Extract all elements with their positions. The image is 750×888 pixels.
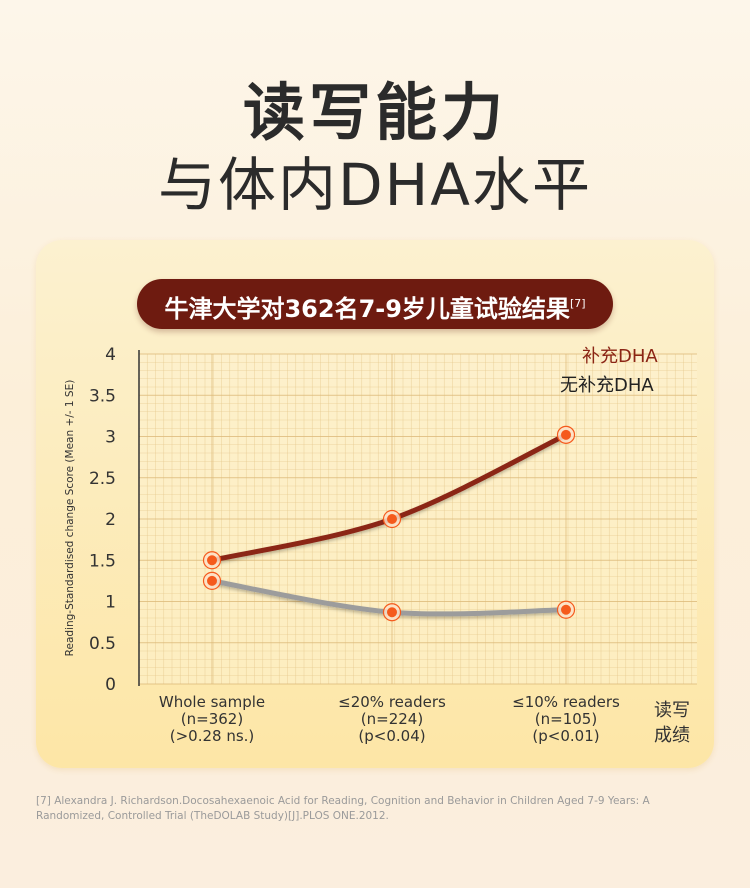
x-axis-title-line: 成绩 <box>654 725 690 746</box>
x-axis-title-line: 读写 <box>654 700 690 721</box>
major-grid <box>139 353 697 685</box>
x-tick-label-line: (n=105) <box>534 710 598 728</box>
y-tick-label: 1.5 <box>89 551 116 571</box>
study-banner: 牛津大学对362名7-9岁儿童试验结果[7] <box>137 279 613 329</box>
y-tick-label: 0 <box>105 675 116 695</box>
data-point <box>561 429 571 440</box>
y-tick-label: 3.5 <box>89 386 116 406</box>
x-tick-label-line: Whole sample <box>158 693 266 711</box>
x-tick-label-line: (>0.28 ns.) <box>169 727 255 745</box>
y-tick-label: 2.5 <box>89 469 116 489</box>
x-tick-label-line: ≤20% readers <box>338 693 446 711</box>
data-point <box>387 607 397 618</box>
series-layer <box>202 425 576 622</box>
x-tick-label: ≤10% readers (n=105) (p<0.01) <box>481 694 651 745</box>
legend <box>464 351 566 386</box>
x-tick-label: ≤20% readers (n=224) (p<0.04) <box>307 694 477 745</box>
y-tick-label: 4 <box>105 345 116 365</box>
data-point <box>561 604 571 615</box>
x-tick-label-line: (p<0.01) <box>532 727 600 745</box>
page-title: 读写能力 <box>242 76 507 149</box>
footnote: [7] Alexandra J. Richardson.Docosahexaen… <box>36 795 650 822</box>
legend-label: 补充DHA <box>582 346 658 367</box>
banner-reference: [7] <box>569 297 586 310</box>
x-tick-label-line: (n=224) <box>360 710 424 728</box>
data-point <box>207 575 217 586</box>
x-tick-label: Whole sample (n=362) (>0.28 ns.) <box>127 694 297 745</box>
y-tick-label: 2 <box>105 510 116 530</box>
y-tick-labels: 0 0.5 1 1.5 2 2.5 3 3.5 4 <box>89 345 116 695</box>
x-tick-label-line: (n=362) <box>180 710 244 728</box>
x-tick-label-line: (p<0.04) <box>358 727 426 745</box>
y-tick-label: 3 <box>105 428 116 448</box>
y-tick-label: 0.5 <box>89 634 116 654</box>
x-tick-label-line: ≤10% readers <box>512 693 620 711</box>
page-subtitle: 与体内DHA水平 <box>158 151 592 219</box>
x-axis-title: 读写 成绩 <box>650 698 694 748</box>
y-tick-label: 1 <box>105 593 116 613</box>
banner-text: 牛津大学对362名7-9岁儿童试验结果 <box>164 295 570 323</box>
data-point <box>207 555 217 566</box>
data-point <box>387 514 397 524</box>
legend-label: 无补充DHA <box>560 375 654 396</box>
y-axis-title: Reading-Standardised change Score (Mean … <box>64 379 76 657</box>
